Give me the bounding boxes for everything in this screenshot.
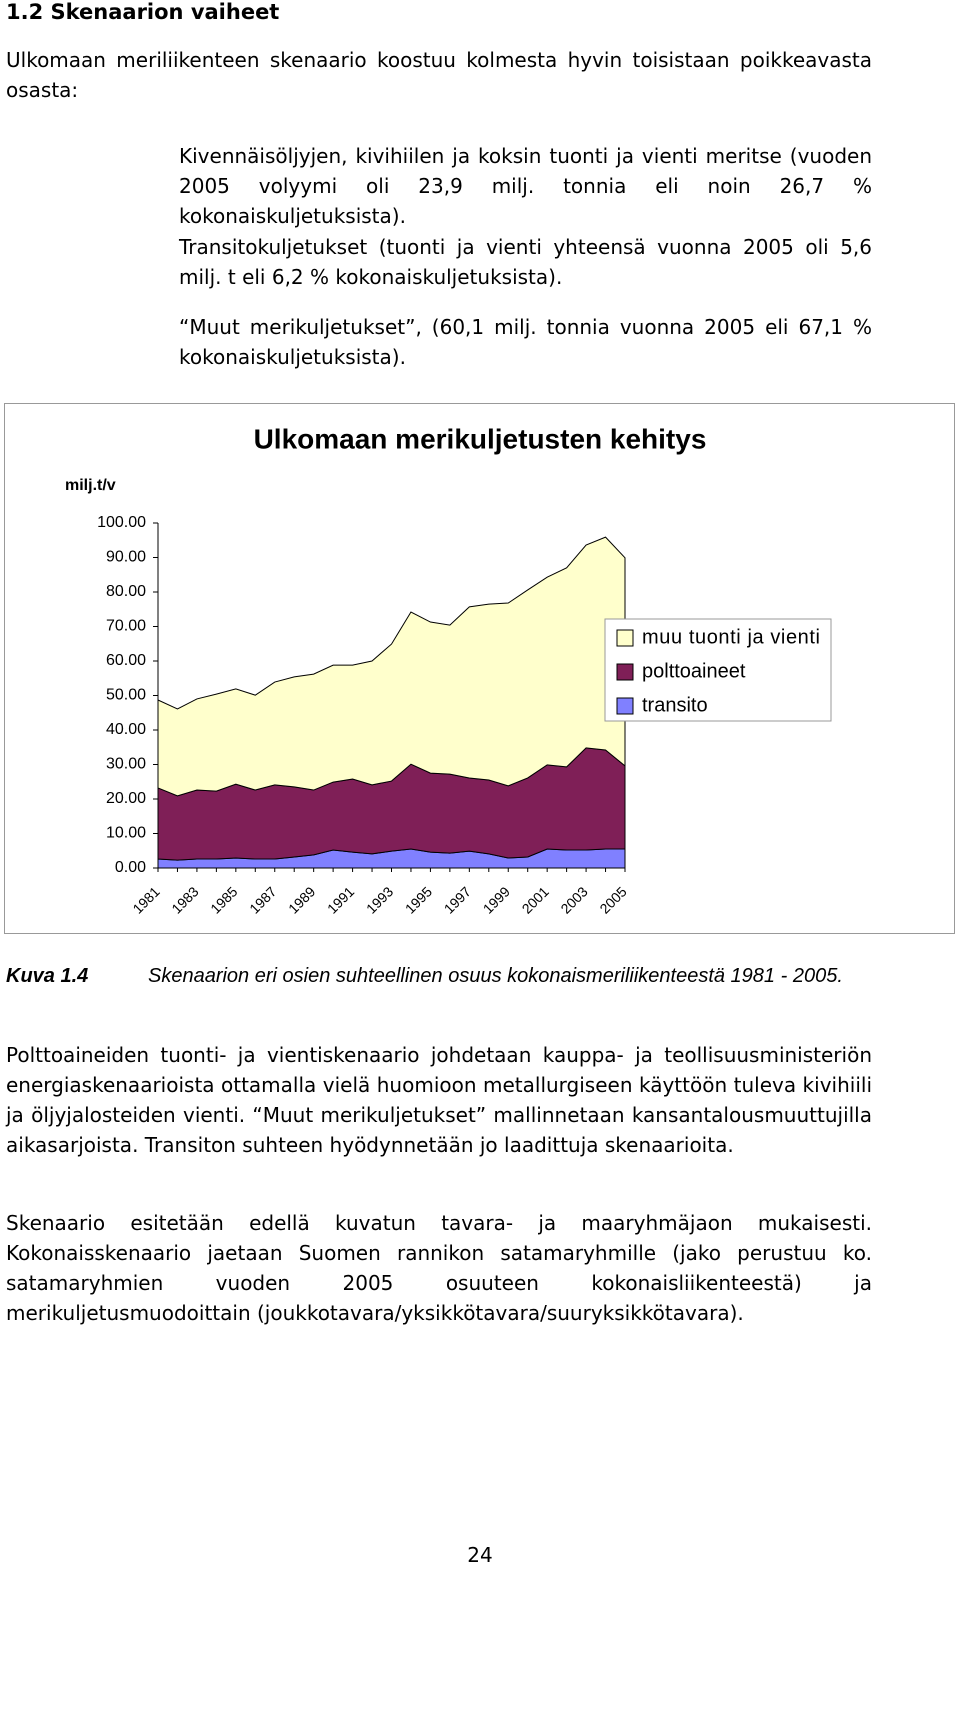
legend-label: transito	[642, 694, 708, 716]
chart-title: Ulkomaan merikuljetusten kehitys	[254, 423, 707, 454]
x-tick-label: 1981	[129, 883, 162, 916]
x-tick-label: 1985	[207, 883, 240, 916]
legend-frame	[604, 618, 832, 722]
y-tick-label: 10.00	[106, 825, 146, 842]
y-tick-label: 40.00	[106, 721, 146, 738]
x-tick-label: 2005	[596, 883, 629, 916]
x-tick-label: 1983	[168, 883, 201, 916]
x-tick-label: 2003	[557, 883, 590, 916]
y-tick-label: 90.00	[106, 549, 146, 566]
y-tick-label: 20.00	[106, 790, 146, 807]
list-item: Transitokuljetukset (tuonti ja vienti yh…	[179, 235, 872, 289]
x-tick-label: 1997	[441, 883, 474, 916]
intro: Ulkomaan meriliikenteen skenaario koostu…	[6, 48, 872, 102]
chart-frame: Ulkomaan merikuljetusten kehitys milj.t/…	[4, 403, 955, 934]
area	[157, 536, 626, 797]
legend-swatch	[616, 629, 634, 647]
x-tick-label: 1995	[402, 883, 435, 916]
caption-label: Kuva 1.4	[6, 965, 89, 987]
heading: 1.2 Skenaarion vaiheet	[6, 0, 280, 24]
x-tick-label: 1989	[285, 883, 318, 916]
list-item: Kivennäisöljyjen, kivihiilen ja koksin t…	[179, 144, 872, 228]
y-tick-label: 80.00	[106, 583, 146, 600]
x-tick-label: 1999	[480, 883, 513, 916]
x-tick-label: 1991	[324, 883, 357, 916]
x-tick-label: 1993	[363, 883, 396, 916]
paragraph: Polttoaineiden tuonti- ja vientiskenaari…	[6, 1043, 872, 1157]
y-axis-label: milj.t/v	[65, 477, 116, 494]
page-number: 24	[467, 1543, 493, 1567]
paragraph: Skenaario esitetään edellä kuvatun tavar…	[6, 1211, 872, 1325]
legend-label: polttoaineet	[642, 660, 746, 682]
caption-text: Skenaarion eri osien suhteellinen osuus …	[148, 965, 843, 987]
y-tick-label: 100.00	[97, 514, 146, 531]
y-tick-label: 60.00	[106, 652, 146, 669]
y-tick-label: 30.00	[106, 756, 146, 773]
list-item: “Muut merikuljetukset”, (60,1 milj. tonn…	[179, 315, 872, 369]
y-tick-label: 50.00	[106, 687, 146, 704]
y-tick-label: 0.00	[115, 859, 146, 876]
x-tick-label: 1987	[246, 883, 279, 916]
x-tick-label: 2001	[519, 883, 552, 916]
legend: muu tuonti ja vienti polttoaineet transito	[604, 618, 832, 722]
y-tick-label: 70.00	[106, 618, 146, 635]
chart: Ulkomaan merikuljetusten kehitys milj.t/…	[65, 423, 832, 917]
legend-label: muu tuonti ja vienti	[642, 626, 820, 648]
legend-swatch	[616, 697, 634, 715]
legend-swatch	[616, 663, 634, 681]
